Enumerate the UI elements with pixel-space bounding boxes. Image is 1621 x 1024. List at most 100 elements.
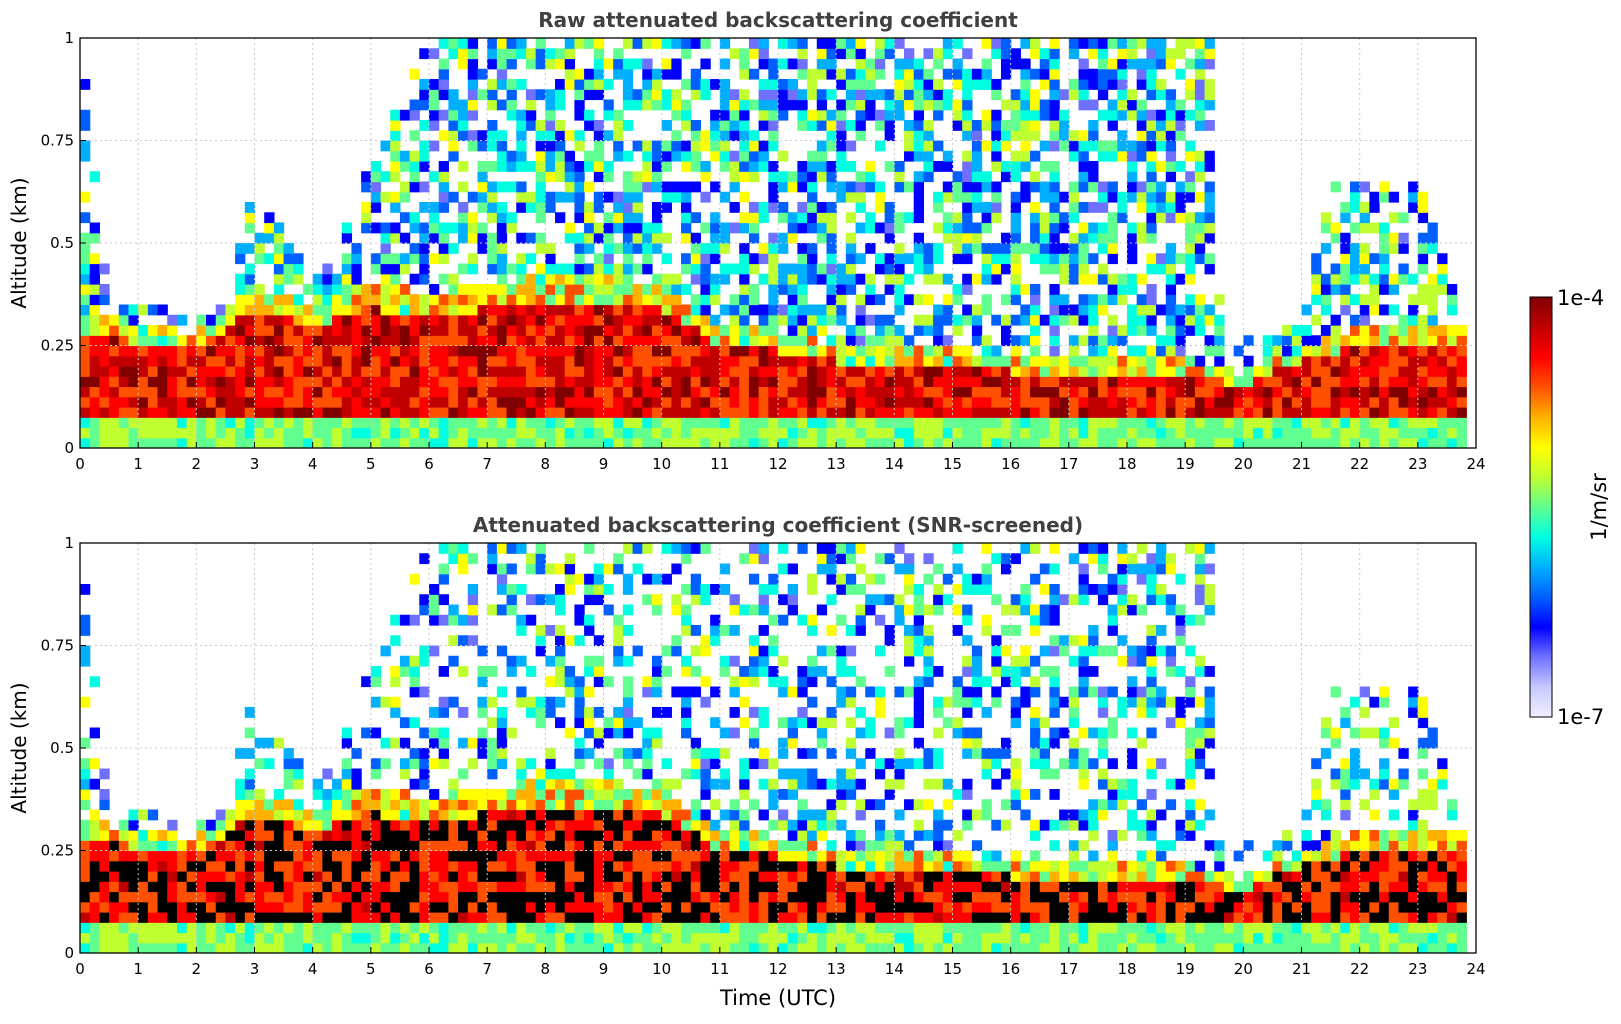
- heatmap-cell: [128, 335, 138, 346]
- heatmap-cell: [410, 892, 420, 903]
- heatmap-cell: [400, 284, 410, 295]
- heatmap-cell: [836, 120, 846, 131]
- heatmap-cell: [584, 851, 594, 862]
- heatmap-cell: [322, 840, 332, 851]
- heatmap-cell: [332, 820, 342, 831]
- heatmap-cell: [536, 438, 546, 449]
- heatmap-cell: [419, 120, 429, 131]
- heatmap-cell: [448, 335, 458, 346]
- heatmap-cell: [1146, 151, 1156, 162]
- heatmap-cell: [390, 315, 400, 326]
- heatmap-cell: [255, 305, 265, 316]
- heatmap-cell: [1175, 110, 1185, 121]
- heatmap-cell: [410, 861, 420, 872]
- heatmap-cell: [1117, 110, 1127, 121]
- heatmap-cell: [477, 810, 487, 821]
- heatmap-cell: [196, 840, 206, 851]
- heatmap-cell: [662, 335, 672, 346]
- heatmap-cell: [671, 820, 681, 831]
- heatmap-cell: [477, 871, 487, 882]
- heatmap-cell: [1127, 110, 1137, 121]
- heatmap-cell: [720, 264, 730, 275]
- heatmap-cell: [390, 922, 400, 933]
- heatmap-cell: [1079, 243, 1089, 254]
- heatmap-cell: [933, 192, 943, 203]
- heatmap-cell: [904, 346, 914, 357]
- heatmap-cell: [652, 676, 662, 687]
- heatmap-cell: [565, 397, 575, 408]
- heatmap-cell: [633, 646, 643, 657]
- heatmap-cell: [167, 943, 177, 954]
- heatmap-cell: [856, 100, 866, 111]
- heatmap-cell: [991, 243, 1001, 254]
- heatmap-cell: [1001, 243, 1011, 254]
- heatmap-cell: [613, 564, 623, 575]
- heatmap-cell: [128, 851, 138, 862]
- heatmap-cell: [826, 171, 836, 182]
- heatmap-cell: [1379, 274, 1389, 285]
- heatmap-cell: [923, 366, 933, 377]
- heatmap-cell: [1069, 315, 1079, 326]
- heatmap-cell: [99, 820, 109, 831]
- heatmap-cell: [158, 933, 168, 944]
- heatmap-cell: [1205, 59, 1215, 70]
- heatmap-cell: [565, 666, 575, 677]
- heatmap-cell: [584, 810, 594, 821]
- heatmap-cell: [487, 376, 497, 387]
- heatmap-cell: [1059, 376, 1069, 387]
- heatmap-cell: [662, 366, 672, 377]
- heatmap-cell: [797, 274, 807, 285]
- heatmap-cell: [351, 779, 361, 790]
- heatmap-cell: [1185, 89, 1195, 100]
- heatmap-cell: [730, 325, 740, 336]
- heatmap-cell: [730, 335, 740, 346]
- heatmap-cell: [361, 676, 371, 687]
- heatmap-cell: [1098, 397, 1108, 408]
- heatmap-cell: [1059, 387, 1069, 398]
- heatmap-cell: [1040, 212, 1050, 223]
- heatmap-cell: [826, 366, 836, 377]
- heatmap-cell: [99, 387, 109, 398]
- heatmap-cell: [497, 830, 507, 841]
- heatmap-cell: [390, 171, 400, 182]
- heatmap-cell: [1418, 294, 1428, 305]
- heatmap-cell: [1059, 274, 1069, 285]
- heatmap-cell: [856, 110, 866, 121]
- heatmap-cell: [1146, 171, 1156, 182]
- heatmap-cell: [846, 253, 856, 264]
- heatmap-cell: [381, 892, 391, 903]
- heatmap-cell: [342, 779, 352, 790]
- heatmap-cell: [313, 820, 323, 831]
- heatmap-cell: [846, 89, 856, 100]
- heatmap-cell: [671, 59, 681, 70]
- heatmap-cell: [497, 366, 507, 377]
- heatmap-cell: [982, 376, 992, 387]
- heatmap-cell: [545, 171, 555, 182]
- heatmap-cell: [788, 387, 798, 398]
- heatmap-cell: [604, 274, 614, 285]
- heatmap-cell: [138, 366, 148, 377]
- heatmap-cell: [313, 922, 323, 933]
- heatmap-cell: [856, 346, 866, 357]
- heatmap-cell: [187, 922, 197, 933]
- heatmap-cell: [419, 687, 429, 698]
- heatmap-cell: [1166, 315, 1176, 326]
- heatmap-cell: [923, 387, 933, 398]
- heatmap-cell: [245, 748, 255, 759]
- heatmap-cell: [730, 151, 740, 162]
- heatmap-cell: [594, 861, 604, 872]
- heatmap-cell: [788, 182, 798, 193]
- heatmap-cell: [1001, 294, 1011, 305]
- heatmap-cell: [574, 79, 584, 90]
- heatmap-cell: [516, 799, 526, 810]
- heatmap-cell: [1369, 366, 1379, 377]
- heatmap-cell: [235, 779, 245, 790]
- heatmap-cell: [1205, 38, 1215, 49]
- heatmap-cell: [1088, 315, 1098, 326]
- heatmap-cell: [923, 151, 933, 162]
- heatmap-cell: [1340, 335, 1350, 346]
- heatmap-cell: [730, 48, 740, 59]
- heatmap-cell: [555, 417, 565, 428]
- heatmap-cell: [865, 161, 875, 172]
- heatmap-cell: [477, 130, 487, 141]
